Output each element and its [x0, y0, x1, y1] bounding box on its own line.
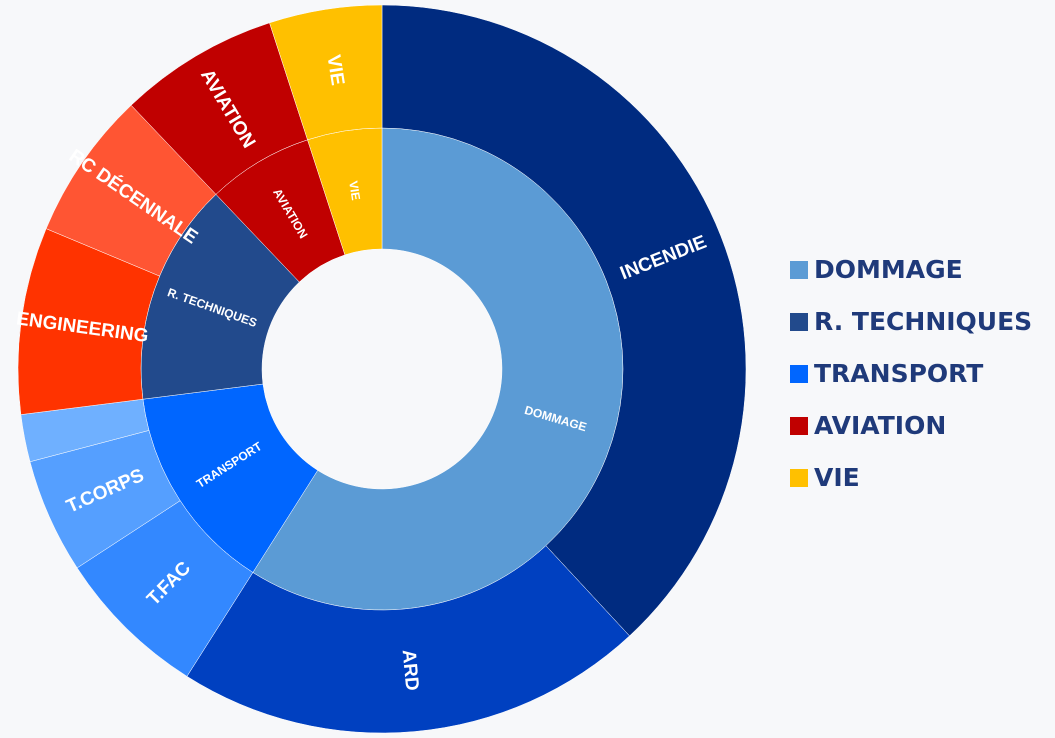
legend-swatch	[790, 261, 808, 279]
legend-swatch	[790, 313, 808, 331]
segment-label: ARD	[398, 649, 423, 692]
segment-label: VIE	[346, 180, 363, 201]
legend-label: AVIATION	[814, 411, 946, 440]
legend: DOMMAGE R. TECHNIQUES TRANSPORT AVIATION VIE	[790, 255, 1032, 492]
legend-label: TRANSPORT	[814, 359, 983, 388]
sunburst: DOMMAGEINCENDIEARDTRANSPORTT.FACT.CORPSR…	[15, 4, 747, 734]
legend-swatch	[790, 417, 808, 435]
legend-label: VIE	[814, 463, 860, 492]
legend-label: R. TECHNIQUES	[814, 307, 1032, 336]
outer-segment	[269, 4, 383, 141]
legend-swatch	[790, 469, 808, 487]
outer-segment	[381, 4, 747, 637]
outer-segment	[186, 545, 630, 734]
segment-label: VIE	[322, 53, 348, 87]
legend-label: DOMMAGE	[814, 255, 963, 284]
legend-swatch	[790, 365, 808, 383]
